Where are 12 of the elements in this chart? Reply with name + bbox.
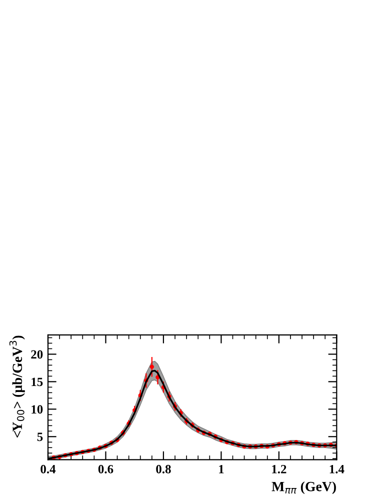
x-axis-title: M$_{ππ}$ (GeV) — [272, 481, 336, 494]
y-axis-title: <Y$_{00}$> (μb/GeV$^{3}$) — [9, 336, 25, 438]
x-tick-label: 0.6 — [98, 464, 114, 474]
x-tick-label: 0.8 — [156, 464, 171, 474]
x-tick-label: 1.4 — [330, 464, 344, 474]
x-tick-label: 0.4 — [40, 464, 56, 474]
y-tick-label: 15 — [32, 378, 43, 386]
y-tick-label: 5 — [37, 432, 43, 442]
y-tick-label: 20 — [31, 350, 43, 359]
x-tick-label: 1 — [219, 464, 224, 474]
x-tick-label: 1.2 — [272, 464, 286, 474]
y-tick-label: 10 — [32, 405, 43, 414]
